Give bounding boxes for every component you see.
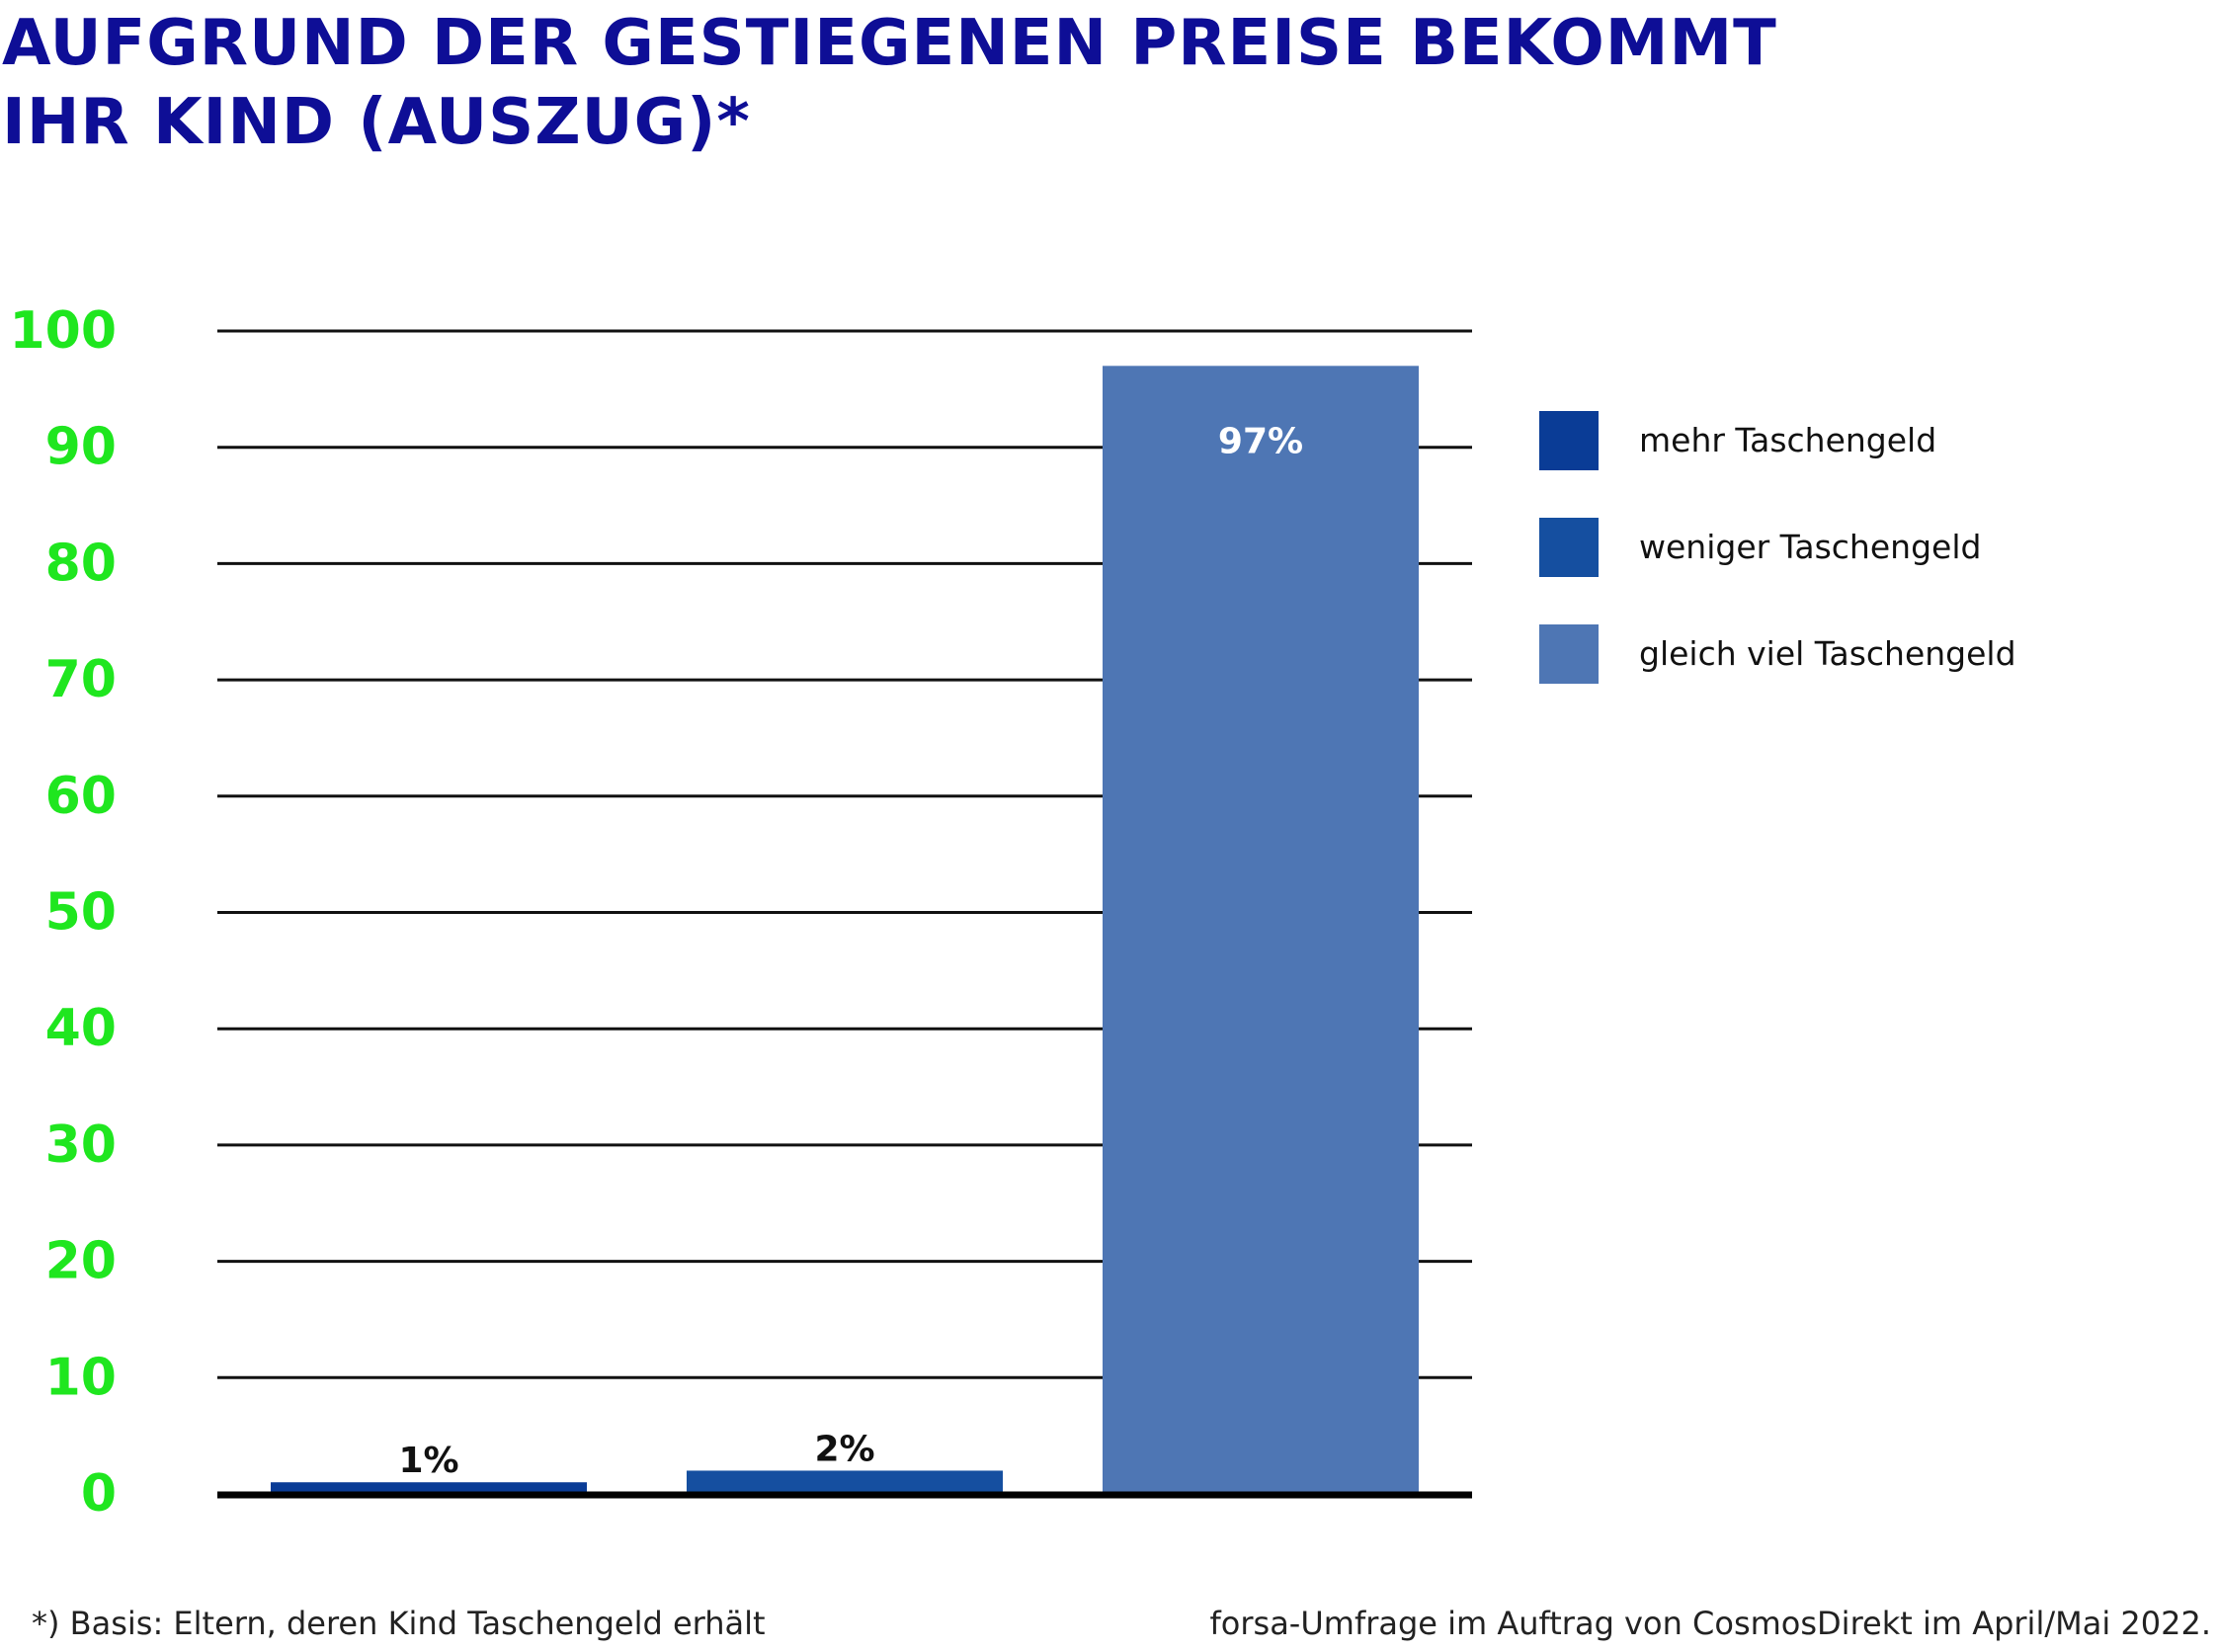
legend-swatch-weniger bbox=[1539, 518, 1599, 577]
footnote: *) Basis: Eltern, deren Kind Taschengeld… bbox=[32, 1605, 766, 1642]
y-tick-label: 0 bbox=[81, 1464, 117, 1524]
chart-title-line-1: AUFGRUND DER GESTIEGENEN PREISE BEKOMMT bbox=[2, 7, 1777, 80]
y-tick-label: 20 bbox=[45, 1232, 117, 1291]
bar-value-label-2: 2% bbox=[814, 1429, 874, 1469]
legend-label-weniger: weniger Taschengeld bbox=[1639, 528, 1982, 566]
y-tick-label: 30 bbox=[45, 1115, 117, 1175]
legend-label-gleich: gleich viel Taschengeld bbox=[1639, 634, 2016, 673]
chart-title: AUFGRUND DER GESTIEGENEN PREISE BEKOMMT … bbox=[2, 4, 2176, 162]
y-tick-label: 40 bbox=[45, 999, 117, 1058]
y-tick-label: 10 bbox=[45, 1348, 117, 1407]
y-tick-label: 50 bbox=[45, 883, 117, 943]
bar-1 bbox=[271, 1482, 587, 1494]
bars bbox=[271, 366, 1419, 1494]
chart-title-line-2: IHR KIND (AUSZUG)* bbox=[2, 86, 751, 159]
y-tick-label: 60 bbox=[45, 767, 117, 826]
y-tick-label: 70 bbox=[45, 650, 117, 709]
bar-value-label-3: 97% bbox=[1218, 421, 1303, 461]
y-tick-label: 90 bbox=[45, 418, 117, 477]
bar-2 bbox=[687, 1470, 1003, 1494]
legend-label-mehr: mehr Taschengeld bbox=[1639, 421, 1937, 459]
bar-3 bbox=[1103, 366, 1419, 1494]
bar-value-label-1: 1% bbox=[398, 1441, 458, 1481]
legend-swatch-mehr bbox=[1539, 411, 1599, 470]
bar-value-labels: 1% 2% 97% bbox=[398, 421, 1303, 1481]
y-tick-label: 80 bbox=[45, 534, 117, 593]
y-tick-label: 100 bbox=[9, 301, 117, 361]
source-note: forsa-Umfrage im Auftrag von CosmosDirek… bbox=[1209, 1605, 2211, 1642]
legend-swatch-gleich bbox=[1539, 624, 1599, 684]
y-axis-ticks: 0 10 20 30 40 50 60 70 80 90 100 bbox=[9, 301, 117, 1524]
